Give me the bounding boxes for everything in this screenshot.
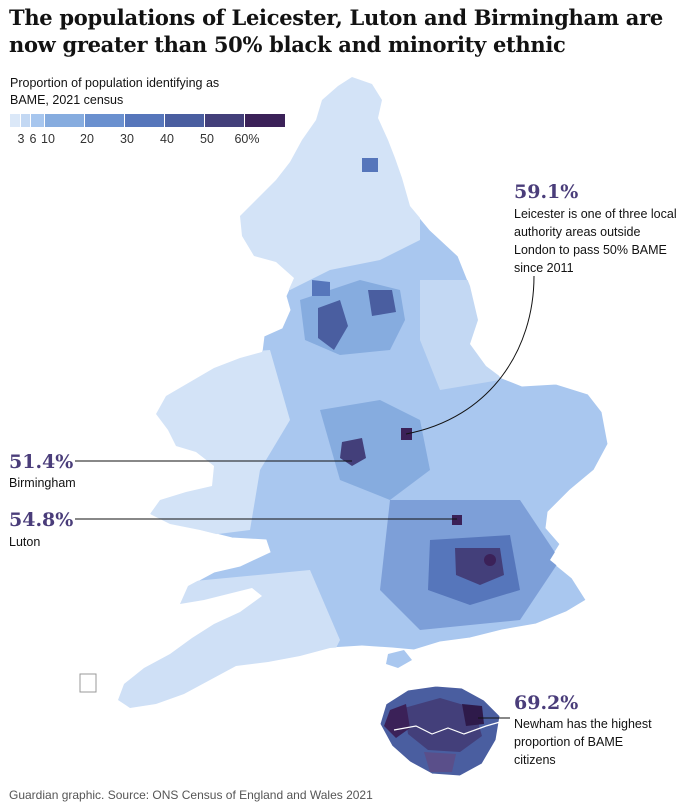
inset-box [79,673,97,693]
leicester-value: 59.1% [514,181,579,203]
luton-value: 54.8% [9,509,74,531]
region-south-west [118,570,340,708]
legend-color-scale [10,114,286,127]
legend-tick: 6 [29,132,37,146]
newham-text: Newham has the highest proportion of BAM… [514,717,652,767]
region-blackburn [312,280,330,296]
newham-value: 69.2% [514,692,579,714]
leicester-text: Leicester is one of three local authorit… [514,207,677,275]
source-credit: Guardian graphic. Source: ONS Census of … [9,788,373,802]
legend-tick: 40 [160,132,174,146]
legend-swatch-3 [31,114,45,127]
legend-swatch-9 [245,114,286,127]
legend-tick: 30 [120,132,134,146]
headline: The populations of Leicester, Luton and … [9,5,663,57]
legend-swatch-2 [21,114,31,127]
legend-swatch-6 [125,114,165,127]
legend-tick: 50 [200,132,214,146]
isle-of-wight [386,650,412,668]
legend-tick: 60% [234,132,260,146]
region-manchester [318,300,348,350]
legend-tick: 10 [41,132,55,146]
london-inset-newham [462,704,484,726]
london-inset-inner [404,698,482,752]
region-luton [452,515,462,525]
london-inset-south [424,752,456,772]
birmingham-value: 51.4% [9,451,74,473]
london-inset [379,685,501,777]
london-inset-west [384,704,410,738]
thames-river [393,721,501,735]
region-birmingham [340,438,366,466]
legend-swatch-8 [205,114,245,127]
birmingham-label: Birmingham [9,476,76,490]
luton-label: Luton [9,535,41,549]
legend-ticks: 3 6 10 20 30 40 50 60% [0,132,300,148]
legend-swatch-4 [45,114,85,127]
legend-tick: 3 [17,132,25,146]
legend-swatch-1 [10,114,21,127]
region-bradford [368,290,396,316]
region-midlands [320,400,430,500]
leicester-leader-line [405,275,535,435]
legend-tick: 20 [80,132,94,146]
legend-swatch-5 [85,114,125,127]
region-newham [484,554,496,566]
region-middlesbrough [362,158,378,172]
legend-swatch-7 [165,114,205,127]
legend-title: Proportion of population identifying as … [10,76,220,107]
